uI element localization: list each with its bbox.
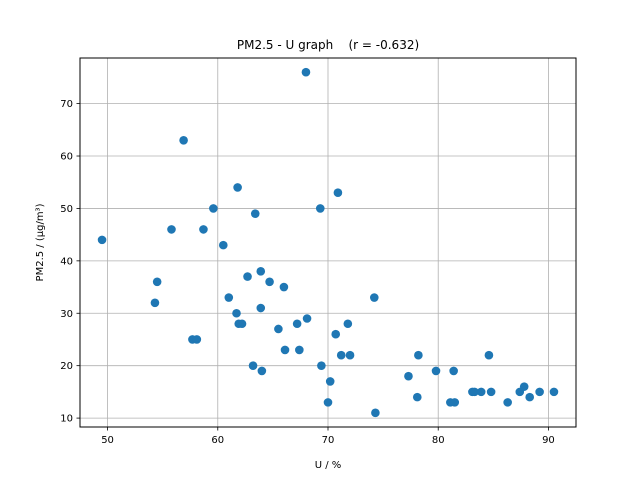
scatter-point <box>233 183 242 192</box>
scatter-point <box>431 366 441 376</box>
scatter-point <box>97 235 107 245</box>
scatter-point <box>274 324 283 334</box>
y-tick-label: 20 <box>60 361 73 372</box>
x-tick-label: 60 <box>211 435 224 446</box>
scatter-point <box>371 408 380 418</box>
scatter-point <box>218 240 228 250</box>
y-tick-label: 70 <box>60 99 73 110</box>
scatter-point <box>317 361 326 370</box>
scatter-point <box>257 366 267 376</box>
scatter-point <box>280 345 290 355</box>
y-axis-label: PM2.5 / (μg/m³) <box>35 203 46 281</box>
scatter-point <box>315 204 325 213</box>
scatter-point <box>476 387 486 397</box>
scatter-point <box>486 387 496 397</box>
scatter-point <box>279 282 289 292</box>
scatter-point <box>369 293 379 302</box>
scatter-point <box>323 398 333 407</box>
scatter-point <box>549 387 559 397</box>
scatter-point <box>152 277 162 287</box>
y-tick-label: 60 <box>60 152 73 163</box>
scatter-point <box>150 298 160 308</box>
chart-title: PM2.5 - U graph (r = -0.632) <box>237 38 419 52</box>
scatter-point <box>331 329 341 339</box>
scatter-point <box>256 303 266 313</box>
scatter-point <box>167 225 176 234</box>
scatter-point <box>519 382 529 391</box>
scatter-point <box>450 398 460 407</box>
scatter-point <box>243 272 252 281</box>
scatter-point <box>302 314 312 323</box>
y-tick-label: 10 <box>60 414 73 425</box>
scatter-point <box>333 188 343 198</box>
scatter-points <box>97 67 559 418</box>
axis-ticks: 50 60 70 80 90 10 20 30 40 50 60 70 <box>60 99 555 446</box>
scatter-point <box>232 308 241 318</box>
scatter-point <box>256 267 266 276</box>
scatter-point <box>179 135 188 145</box>
scatter-point <box>412 392 422 402</box>
scatter-point <box>250 209 260 218</box>
x-axis-label: U / % <box>315 460 342 471</box>
x-tick-label: 50 <box>101 435 114 446</box>
scatter-point <box>295 345 304 355</box>
scatter-point <box>301 67 311 77</box>
x-tick-label: 80 <box>432 435 445 446</box>
scatter-point <box>484 350 494 360</box>
scatter-point <box>265 277 274 287</box>
scatter-point <box>343 319 353 329</box>
scatter-point <box>292 319 302 329</box>
scatter-point <box>503 398 512 407</box>
y-tick-label: 50 <box>60 204 73 215</box>
scatter-point <box>209 204 218 213</box>
y-tick-label: 40 <box>60 256 73 267</box>
scatter-point <box>414 350 423 360</box>
scatter-point <box>325 377 335 386</box>
scatter-point <box>192 335 202 344</box>
scatter-point <box>224 293 234 302</box>
scatter-point <box>199 225 208 234</box>
y-tick-label: 30 <box>60 309 73 320</box>
scatter-point <box>470 387 479 397</box>
scatter-point <box>525 392 535 402</box>
scatter-point <box>345 350 355 360</box>
grid <box>80 58 576 427</box>
scatter-point <box>449 366 458 376</box>
x-tick-label: 90 <box>542 435 555 446</box>
scatter-point <box>404 371 413 381</box>
scatter-point <box>336 350 346 360</box>
x-tick-label: 70 <box>322 435 335 446</box>
scatter-point <box>535 387 544 397</box>
scatter-point <box>237 319 247 329</box>
scatter-point <box>248 361 258 370</box>
